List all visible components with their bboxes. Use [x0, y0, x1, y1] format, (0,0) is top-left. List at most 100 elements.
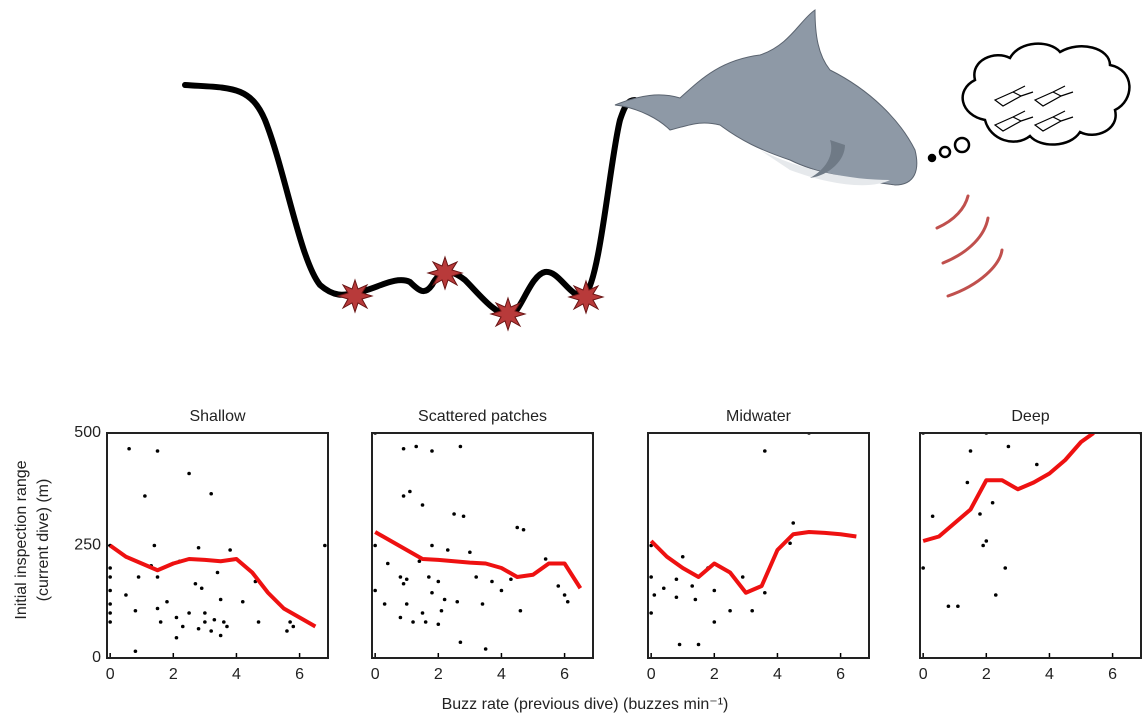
data-point	[509, 577, 513, 582]
panel-title: Shallow	[189, 408, 245, 425]
data-point	[480, 602, 485, 606]
data-point	[404, 577, 409, 582]
data-point	[143, 494, 147, 498]
data-point	[452, 512, 456, 516]
data-point	[240, 599, 245, 604]
data-point	[187, 611, 191, 615]
data-point	[401, 581, 406, 586]
data-point	[180, 624, 185, 629]
data-point	[417, 559, 422, 564]
x-tick-label: 4	[232, 666, 241, 683]
y-tick-label: 250	[74, 537, 101, 554]
trend-line	[649, 530, 857, 595]
data-point	[968, 449, 973, 453]
data-point	[193, 581, 198, 586]
buzz-star	[489, 296, 527, 332]
sonar-waves	[935, 194, 1004, 298]
data-point	[750, 608, 754, 613]
data-point	[408, 489, 412, 494]
data-point	[990, 500, 995, 505]
data-point	[677, 642, 682, 647]
panel-frame	[371, 432, 594, 659]
data-point	[981, 543, 985, 548]
data-point	[155, 606, 160, 611]
data-point	[490, 579, 494, 584]
data-point	[323, 543, 327, 548]
data-point	[174, 635, 179, 640]
data-point	[423, 620, 428, 624]
data-point	[108, 566, 112, 570]
x-tick-label: 6	[1108, 666, 1117, 683]
data-point	[430, 449, 434, 453]
y-tick-label: 0	[92, 649, 101, 666]
data-point	[187, 471, 191, 476]
y-axis-label: (current dive) (m)	[35, 479, 52, 602]
data-point	[455, 599, 460, 604]
trend-line	[374, 530, 583, 590]
data-point	[218, 633, 223, 638]
data-point	[946, 604, 951, 609]
data-point	[956, 604, 960, 609]
x-tick-label: 2	[982, 666, 991, 683]
data-point	[401, 494, 406, 498]
data-point	[1006, 444, 1011, 449]
data-point	[930, 514, 935, 519]
panel-frame	[919, 432, 1142, 659]
panel-title: Scattered patches	[418, 408, 547, 425]
data-point	[763, 590, 767, 595]
data-point	[499, 588, 504, 593]
x-tick-label: 2	[169, 666, 178, 683]
thought-bubble	[927, 42, 1131, 163]
x-tick-label: 6	[836, 666, 845, 683]
data-point	[209, 629, 213, 633]
x-tick-label: 2	[434, 666, 443, 683]
data-point	[788, 541, 792, 546]
data-point	[401, 446, 406, 451]
data-point	[521, 527, 526, 532]
data-point	[398, 575, 403, 579]
data-point	[127, 446, 131, 451]
data-point	[288, 620, 292, 624]
data-point	[562, 593, 567, 597]
data-point	[133, 608, 138, 613]
data-point	[693, 597, 698, 602]
x-tick-label: 6	[560, 666, 569, 683]
data-point	[196, 626, 201, 631]
data-point	[445, 548, 450, 552]
panel-title: Midwater	[726, 408, 792, 425]
x-tick-label: 4	[1045, 666, 1054, 683]
plot-area	[108, 446, 327, 654]
buzz-star	[567, 279, 605, 315]
panel-frame	[647, 432, 870, 659]
data-point	[921, 566, 925, 570]
data-point	[461, 514, 466, 519]
data-point	[385, 561, 390, 566]
data-point	[649, 575, 653, 579]
data-point	[420, 611, 425, 615]
data-point	[1035, 462, 1039, 467]
data-point	[442, 597, 447, 602]
data-point	[652, 593, 657, 597]
data-point	[158, 620, 163, 624]
data-point	[458, 640, 463, 645]
plot-area	[373, 433, 593, 651]
data-point	[439, 608, 444, 613]
data-point	[108, 611, 112, 615]
data-point	[712, 588, 717, 593]
data-point	[740, 575, 745, 579]
data-point	[468, 550, 472, 555]
data-point	[155, 449, 160, 453]
data-point	[136, 575, 141, 579]
data-point	[712, 620, 717, 624]
buzz-star	[426, 255, 464, 291]
data-point	[225, 624, 229, 629]
data-point	[373, 588, 377, 593]
data-point	[965, 480, 970, 485]
data-point	[196, 545, 201, 550]
data-point	[411, 620, 415, 624]
data-point	[420, 503, 425, 507]
data-point	[515, 525, 520, 530]
data-point	[763, 449, 767, 453]
